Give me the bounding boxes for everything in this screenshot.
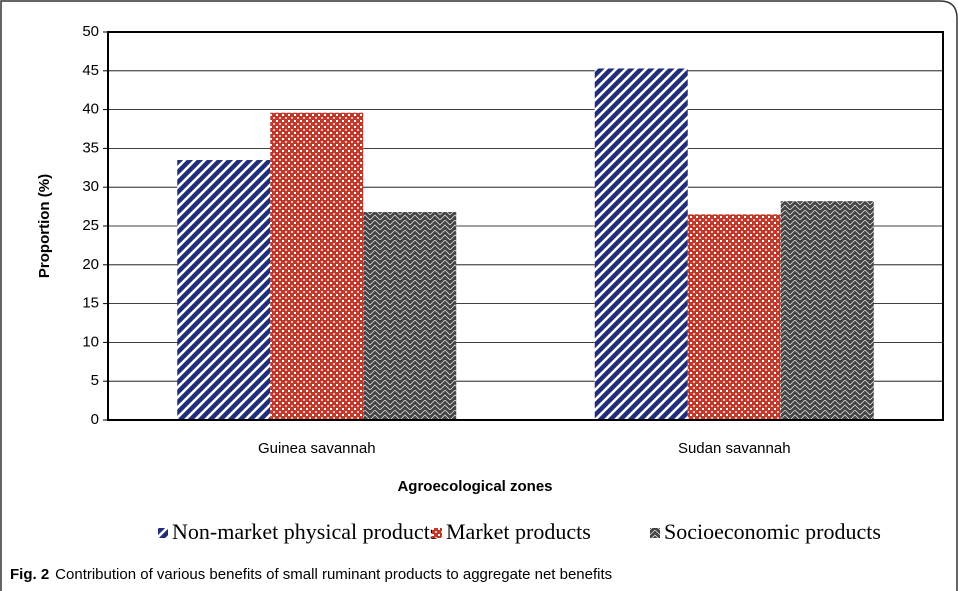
y-axis-title: Proportion (%) <box>36 174 53 278</box>
bar <box>363 212 457 420</box>
legend-label: Socioeconomic products <box>664 519 881 544</box>
legend-swatch <box>158 528 168 538</box>
caption: Fig. 2 Contribution of various benefits o… <box>10 566 612 583</box>
bar <box>177 160 271 421</box>
x-axis-title: Agroecological zones <box>397 478 552 495</box>
y-tick-label: 5 <box>91 372 99 389</box>
x-tick-label: Guinea savannah <box>258 440 376 457</box>
legend-label: Market products <box>446 519 591 544</box>
legend-label: Non-market physical products <box>172 519 438 544</box>
x-tick-label: Sudan savannah <box>678 440 791 457</box>
y-tick-label: 30 <box>82 178 99 195</box>
y-tick-label: 40 <box>82 101 99 118</box>
y-tick-label: 0 <box>91 411 99 428</box>
y-tick-label: 20 <box>82 256 99 273</box>
bar <box>687 214 781 420</box>
y-tick-label: 10 <box>82 333 99 350</box>
caption-label: Fig. 2 <box>10 566 49 583</box>
bar <box>594 68 688 421</box>
caption-text: Contribution of various benefits of smal… <box>55 566 612 583</box>
legend-swatch <box>432 528 442 538</box>
y-tick-label: 15 <box>82 295 99 312</box>
bar <box>270 112 364 420</box>
y-tick-label: 50 <box>82 23 99 40</box>
bar <box>780 201 874 420</box>
y-tick-label: 25 <box>82 217 99 234</box>
legend-swatch <box>650 528 660 538</box>
y-tick-label: 45 <box>82 62 99 79</box>
y-tick-label: 35 <box>82 139 99 156</box>
